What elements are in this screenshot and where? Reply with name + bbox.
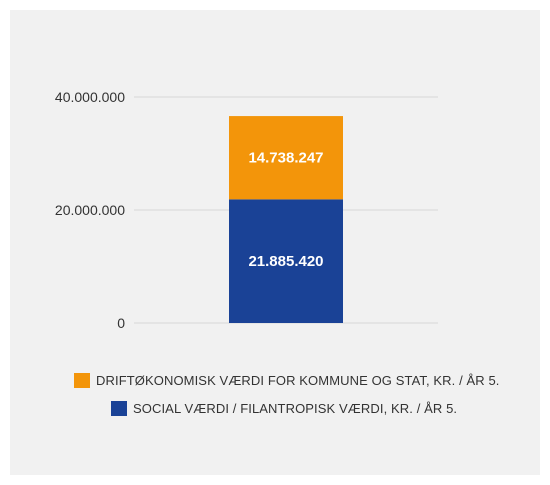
data-label-series-1: 14.738.247 [248,150,323,167]
legend-item: DRIFTØKONOMISK VÆRDI FOR KOMMUNE OG STAT… [74,373,500,388]
data-label-series-0: 21.885.420 [248,253,323,270]
legend-swatch [74,373,90,388]
chart-panel: 0 20.000.000 40.000.000 21.885.420 14.738.2… [10,10,540,475]
bar-segment-series-1 [229,116,343,200]
legend-swatch [111,401,127,416]
y-tick-label: 0 [117,315,125,331]
legend-label: DRIFTØKONOMISK VÆRDI FOR KOMMUNE OG STAT… [96,373,500,388]
bar-segment-series-0 [229,199,343,323]
legend-item: SOCIAL VÆRDI / FILANTROPISK VÆRDI, KR. /… [111,401,457,416]
chart: 0 20.000.000 40.000.000 21.885.420 14.738.2… [55,89,438,331]
y-tick-label: 20.000.000 [55,202,125,218]
legend-label: SOCIAL VÆRDI / FILANTROPISK VÆRDI, KR. /… [133,401,458,416]
y-axis-ticks: 0 20.000.000 40.000.000 [55,89,125,331]
bars [229,116,343,323]
data-labels: 21.885.420 14.738.247 [248,150,323,270]
y-tick-label: 40.000.000 [55,89,125,105]
